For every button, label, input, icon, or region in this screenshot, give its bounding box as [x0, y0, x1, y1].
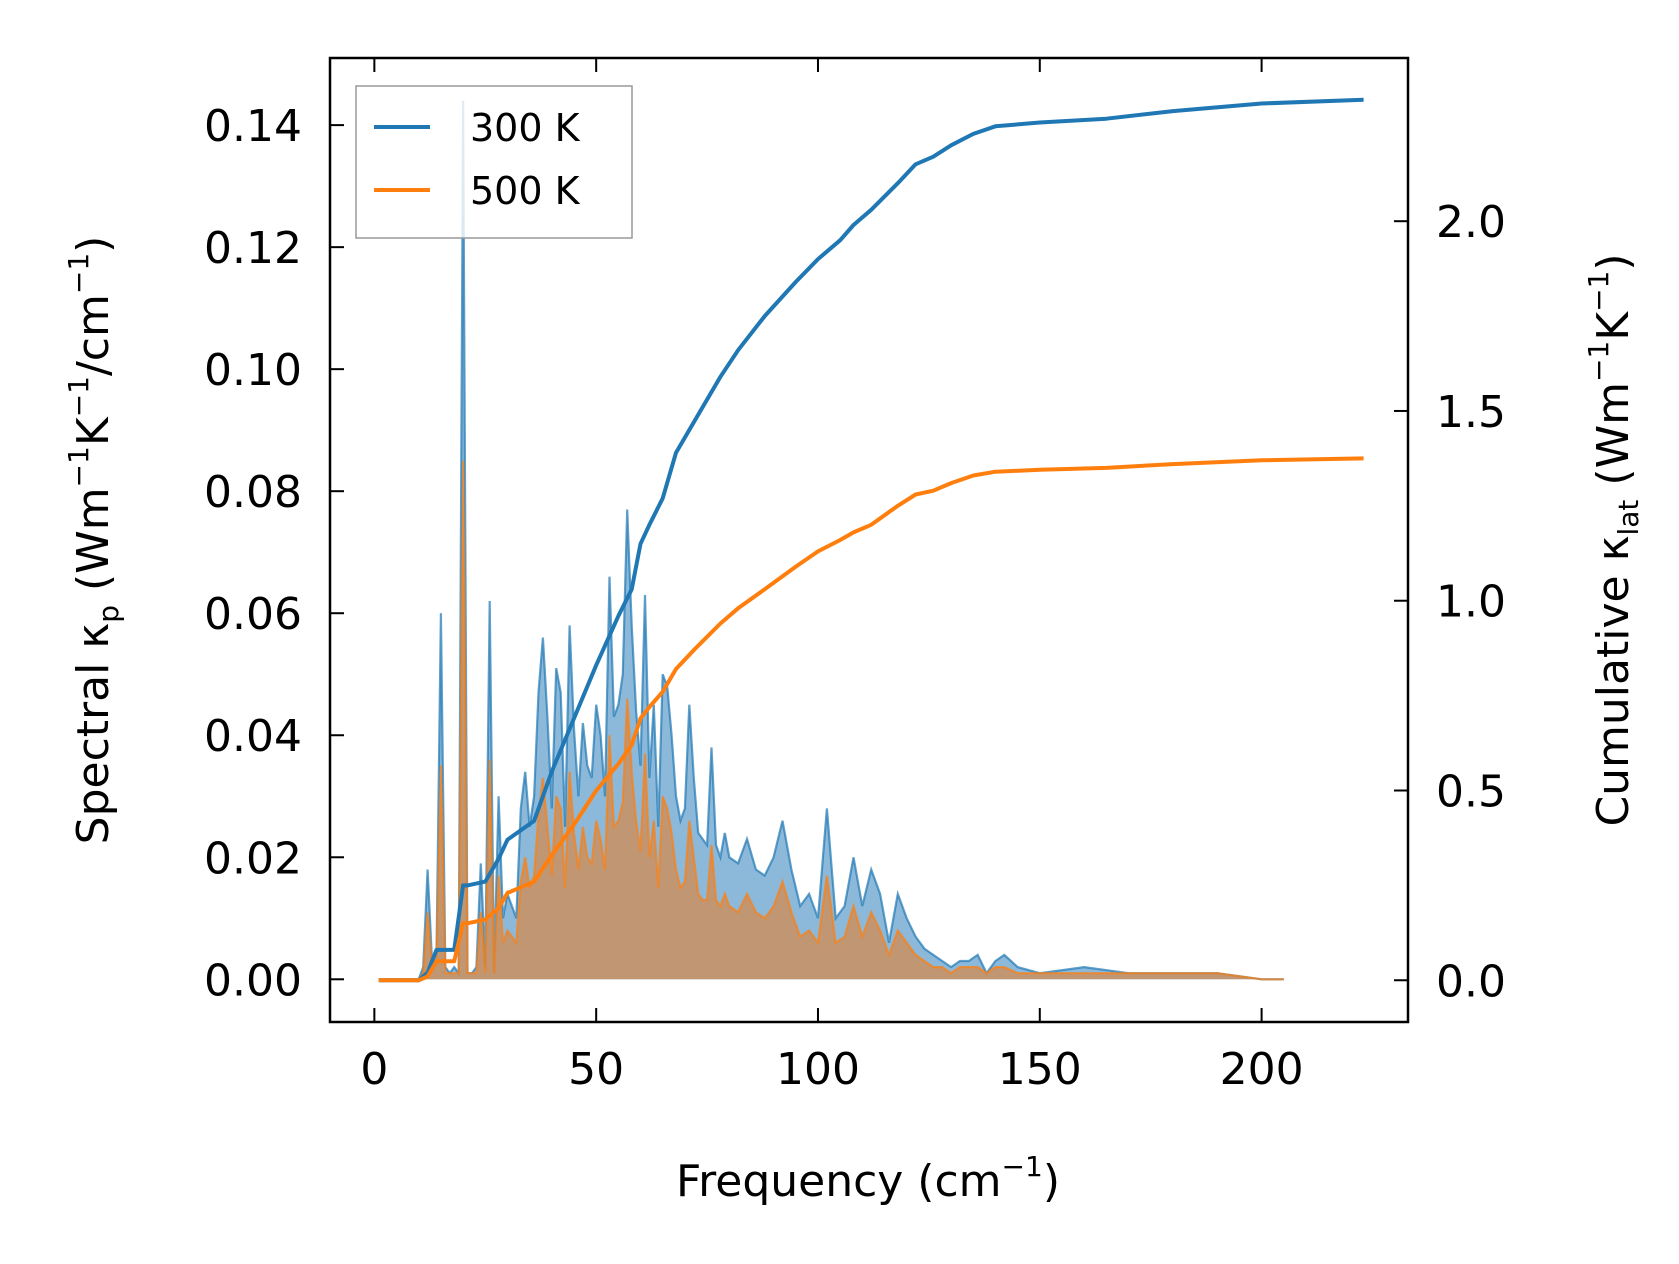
x-ticks: 0 50 100 150 200: [360, 58, 1304, 1095]
y-right-axis-label: Cumulative κlat (Wm−1K−1): [1582, 253, 1645, 826]
legend-frame: [355, 85, 633, 239]
y-left-axis-label: Spectral κp (Wm−1K−1/cm−1): [62, 236, 125, 845]
x-axis-label: Frequency (cm−1): [676, 1150, 1060, 1207]
y-left-tick-label: 0.02: [204, 833, 302, 884]
x-tick-label: 0: [360, 1044, 388, 1095]
legend: 300 K 500 K: [355, 85, 633, 239]
y-left-tick-label: 0.14: [204, 101, 302, 152]
y-left-tick-label: 0.08: [204, 467, 302, 518]
plot-frame: [328, 56, 1410, 1024]
y-left-tick-label: 0.04: [204, 711, 302, 762]
spectral-line-0: [378, 100, 1284, 981]
y-left-tick-label: 0.06: [204, 589, 302, 640]
y-left-label-p3: K: [68, 416, 119, 446]
y-right-tick-label: 1.5: [1436, 387, 1506, 438]
cumulative-layer: [378, 97, 1364, 983]
y-left-label-p5: ): [68, 236, 119, 253]
x-tick-label: 150: [998, 1044, 1082, 1095]
y-right-label-p4: ): [1588, 253, 1639, 270]
y-right-tick-label: 1.0: [1436, 577, 1506, 628]
x-tick-label: 200: [1220, 1044, 1304, 1095]
y-left-label-sub: p: [92, 605, 125, 623]
y-right-label-sub: lat: [1612, 500, 1645, 536]
y-left-label-sup1: −1: [62, 446, 95, 487]
y-left-ticks: 0.00 0.02 0.04 0.06 0.08 0.10 0.12 0.14: [204, 101, 344, 1006]
x-axis-label-sup: −1: [1002, 1150, 1043, 1183]
cumulative-line-1: [378, 456, 1364, 983]
y-left-label-p2: (Wm: [68, 487, 119, 605]
y-right-tick-label: 0.0: [1436, 956, 1506, 1007]
y-right-tick-label: 0.5: [1436, 766, 1506, 817]
legend-label-300k: 300 K: [470, 106, 581, 150]
y-right-label-sup1: −1: [1582, 341, 1615, 382]
y-right-label-p3: K: [1588, 311, 1639, 341]
cumulative-line-0: [378, 97, 1364, 983]
y-left-label-p4: /cm: [68, 294, 119, 376]
y-right-label-p1: Cumulative κ: [1588, 535, 1639, 826]
y-left-tick-label: 0.10: [204, 345, 302, 396]
y-right-tick-label: 2.0: [1436, 197, 1506, 248]
x-tick-label: 100: [776, 1044, 860, 1095]
y-left-tick-label: 0.00: [204, 955, 302, 1006]
y-left-label-p1: Spectral κ: [68, 623, 119, 845]
y-right-label-sup2: −1: [1582, 271, 1615, 312]
y-right-label-p2: (Wm: [1588, 382, 1639, 500]
x-axis-label-main: Frequency (cm: [676, 1156, 1002, 1207]
x-axis-label-end: ): [1043, 1156, 1060, 1207]
y-left-label-sup3: −1: [62, 253, 95, 294]
y-left-tick-label: 0.12: [204, 223, 302, 274]
y-left-label-sup2: −1: [62, 376, 95, 417]
x-tick-label: 50: [568, 1044, 624, 1095]
y-right-ticks: 0.0 0.5 1.0 1.5 2.0: [1394, 197, 1506, 1007]
legend-label-500k: 500 K: [470, 169, 581, 213]
